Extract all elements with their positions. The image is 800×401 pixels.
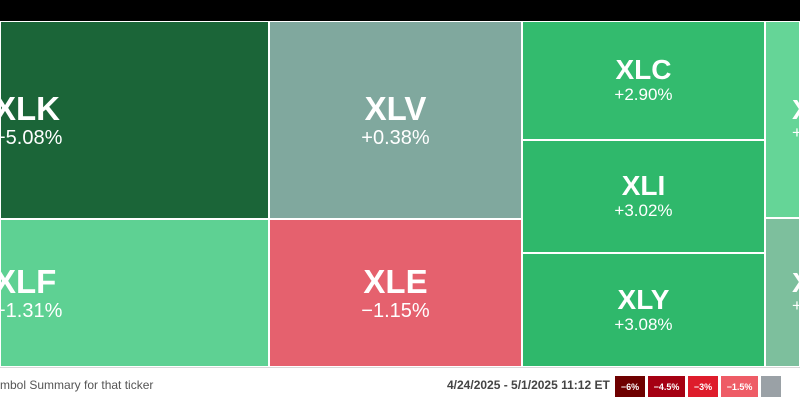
change-label: + (792, 123, 799, 143)
tile-xle[interactable]: XLE −1.15% (269, 219, 522, 367)
footer-bar: mbol Summary for that ticker 4/24/2025 -… (0, 367, 800, 401)
tile-xlf[interactable]: XLF +1.31% (0, 219, 269, 367)
legend-swatch: −6% (615, 376, 645, 397)
legend-swatch (761, 376, 781, 397)
change-label: +5.08% (0, 126, 63, 149)
tile-xlv[interactable]: XLV +0.38% (269, 21, 522, 219)
change-label: +2.90% (614, 85, 673, 105)
change-label: −1.15% (361, 299, 430, 322)
date-range: 4/24/2025 - 5/1/2025 11:12 ET (447, 378, 610, 392)
tile-edge-bottom[interactable]: X + (765, 218, 800, 367)
tile-xlc[interactable]: XLC +2.90% (522, 21, 765, 140)
change-label: + (792, 296, 799, 316)
color-legend: −6% −4.5% −3% −1.5% (615, 376, 781, 397)
top-bar (0, 0, 800, 21)
ticker-label: XLC (615, 54, 672, 86)
legend-swatch: −3% (688, 376, 718, 397)
ticker-label: XLY (617, 283, 670, 315)
legend-swatch: −1.5% (721, 376, 758, 397)
tile-edge-top[interactable]: X + (765, 21, 800, 218)
change-label: +1.31% (0, 299, 63, 322)
legend-swatch: −4.5% (648, 376, 685, 397)
ticker-summary-hint: mbol Summary for that ticker (0, 378, 154, 392)
change-label: +3.08% (614, 314, 673, 334)
ticker-label: XLK (0, 89, 60, 127)
sector-treemap: XLK +5.08% XLV +0.38% XLC +2.90% XLI +3.… (0, 21, 800, 367)
tile-xlk[interactable]: XLK +5.08% (0, 21, 269, 219)
tile-xli[interactable]: XLI +3.02% (522, 140, 765, 253)
tile-xly[interactable]: XLY +3.08% (522, 253, 765, 367)
ticker-label: XLV (364, 89, 427, 127)
ticker-label: XLE (363, 262, 428, 300)
ticker-label: XLF (0, 262, 57, 300)
ticker-label: X (792, 269, 799, 297)
ticker-label: X (792, 96, 799, 124)
change-label: +3.02% (614, 201, 673, 221)
ticker-label: XLI (621, 170, 666, 202)
change-label: +0.38% (361, 126, 430, 149)
